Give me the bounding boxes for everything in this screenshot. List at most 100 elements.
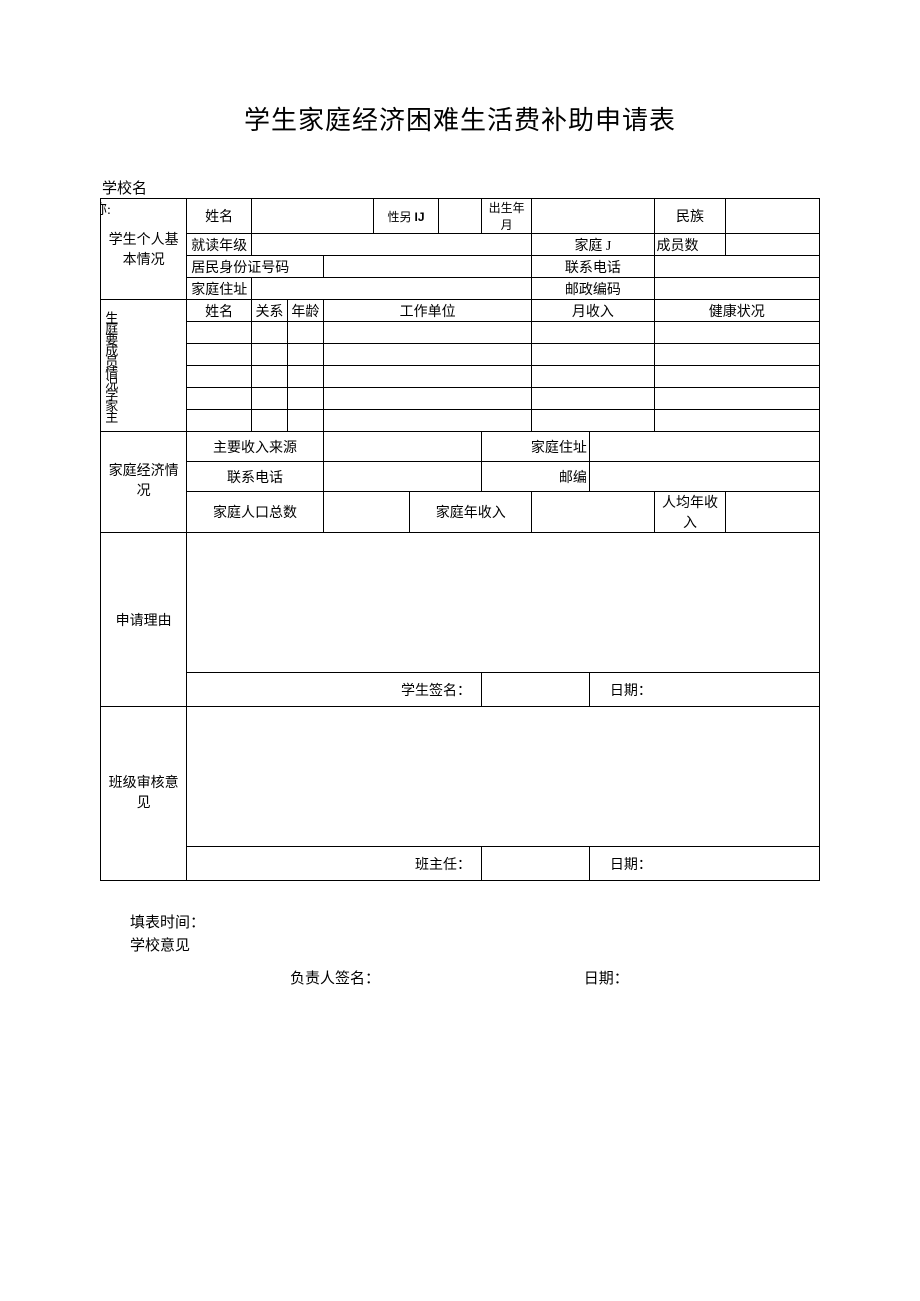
family-cell[interactable] bbox=[287, 366, 323, 388]
field-reason[interactable] bbox=[187, 533, 820, 673]
family-cell[interactable] bbox=[654, 322, 819, 344]
label-member-count: 成员数 bbox=[654, 234, 726, 256]
col-header-income: 月收入 bbox=[532, 300, 654, 322]
table-row: 生庭要成员情况学家主 姓名 关系 年龄 工作单位 月收入 健康状况 bbox=[101, 300, 820, 322]
field-postcode2[interactable] bbox=[589, 462, 819, 492]
section-header-reason: 申请理由 bbox=[101, 533, 187, 707]
label-total-pop: 家庭人口总数 bbox=[187, 492, 324, 533]
family-cell[interactable] bbox=[323, 322, 531, 344]
family-cell[interactable] bbox=[532, 322, 654, 344]
label-family-address: 家庭住址 bbox=[481, 432, 589, 462]
field-name[interactable] bbox=[251, 199, 373, 234]
family-cell[interactable] bbox=[187, 322, 252, 344]
family-cell[interactable] bbox=[287, 410, 323, 432]
family-cell[interactable] bbox=[532, 344, 654, 366]
label-contact-phone: 联系电话 bbox=[187, 462, 324, 492]
section-header-personal: 称: 学生个人基本情况 bbox=[101, 199, 187, 300]
section-header-review: 班级审核意见 bbox=[101, 707, 187, 881]
label-family-j: 家庭 J bbox=[532, 234, 654, 256]
field-gender[interactable] bbox=[438, 199, 481, 234]
field-teacher-signature[interactable] bbox=[481, 847, 589, 881]
school-name-label: 学校名 bbox=[100, 177, 820, 198]
label-school-opinion: 学校意见 bbox=[130, 934, 820, 955]
label-fill-time: 填表时间： bbox=[130, 911, 820, 932]
field-ethnic[interactable] bbox=[726, 199, 820, 234]
label-per-capita: 人均年收入 bbox=[654, 492, 726, 533]
label-ethnic: 民族 bbox=[654, 199, 726, 234]
col-header-relation: 关系 bbox=[251, 300, 287, 322]
table-row: 就读年级 家庭 J 成员数 bbox=[101, 234, 820, 256]
table-row bbox=[101, 366, 820, 388]
label-student-signature: 学生签名： bbox=[187, 673, 482, 707]
label-postcode: 邮政编码 bbox=[532, 278, 654, 300]
field-review[interactable] bbox=[187, 707, 820, 847]
col-header-age: 年龄 bbox=[287, 300, 323, 322]
family-cell[interactable] bbox=[187, 388, 252, 410]
family-cell[interactable] bbox=[323, 366, 531, 388]
table-row: 学生签名： 日期： bbox=[101, 673, 820, 707]
label-date2: 日期： bbox=[589, 847, 819, 881]
label-name: 姓名 bbox=[187, 199, 252, 234]
field-total-pop[interactable] bbox=[323, 492, 409, 533]
table-row: 班级审核意见 bbox=[101, 707, 820, 847]
application-form-table: 称: 学生个人基本情况 姓名 性另 IJ 出生年月 民族 就读年级 家庭 J 成… bbox=[100, 198, 820, 881]
family-cell[interactable] bbox=[532, 366, 654, 388]
family-cell[interactable] bbox=[654, 366, 819, 388]
form-footer: 填表时间： 学校意见 负责人签名： 日期： bbox=[100, 911, 820, 988]
family-cell[interactable] bbox=[287, 388, 323, 410]
label-birth: 出生年月 bbox=[481, 199, 531, 234]
table-row: 联系电话 邮编 bbox=[101, 462, 820, 492]
family-cell[interactable] bbox=[251, 322, 287, 344]
label-teacher-signature: 班主任： bbox=[187, 847, 482, 881]
field-phone[interactable] bbox=[654, 256, 819, 278]
family-cell[interactable] bbox=[187, 366, 252, 388]
label-footer-date: 日期： bbox=[584, 967, 629, 988]
family-cell[interactable] bbox=[251, 388, 287, 410]
table-row: 班主任： 日期： bbox=[101, 847, 820, 881]
col-header-name: 姓名 bbox=[187, 300, 252, 322]
label-grade: 就读年级 bbox=[187, 234, 252, 256]
table-row bbox=[101, 410, 820, 432]
family-cell[interactable] bbox=[323, 388, 531, 410]
family-cell[interactable] bbox=[532, 410, 654, 432]
field-birth[interactable] bbox=[532, 199, 654, 234]
table-row: 称: 学生个人基本情况 姓名 性另 IJ 出生年月 民族 bbox=[101, 199, 820, 234]
col-header-health: 健康状况 bbox=[654, 300, 819, 322]
field-postcode[interactable] bbox=[654, 278, 819, 300]
family-cell[interactable] bbox=[654, 410, 819, 432]
field-per-capita[interactable] bbox=[726, 492, 820, 533]
field-contact-phone[interactable] bbox=[323, 462, 481, 492]
field-grade[interactable] bbox=[251, 234, 531, 256]
family-cell[interactable] bbox=[187, 410, 252, 432]
family-cell[interactable] bbox=[323, 410, 531, 432]
label-address: 家庭住址 bbox=[187, 278, 252, 300]
family-cell[interactable] bbox=[532, 388, 654, 410]
label-annual-income: 家庭年收入 bbox=[410, 492, 532, 533]
family-cell[interactable] bbox=[287, 344, 323, 366]
family-cell[interactable] bbox=[187, 344, 252, 366]
family-cell[interactable] bbox=[287, 322, 323, 344]
field-income-source[interactable] bbox=[323, 432, 481, 462]
family-cell[interactable] bbox=[251, 344, 287, 366]
table-row: 家庭人口总数 家庭年收入 人均年收入 bbox=[101, 492, 820, 533]
field-annual-income[interactable] bbox=[532, 492, 654, 533]
table-row: 居民身份证号码 联系电话 bbox=[101, 256, 820, 278]
field-member-count[interactable] bbox=[726, 234, 820, 256]
family-cell[interactable] bbox=[654, 344, 819, 366]
form-title: 学生家庭经济困难生活费补助申请表 bbox=[100, 100, 820, 137]
table-row bbox=[101, 344, 820, 366]
field-address[interactable] bbox=[251, 278, 531, 300]
family-cell[interactable] bbox=[654, 388, 819, 410]
label-signer: 负责人签名： bbox=[290, 967, 380, 988]
label-date1: 日期： bbox=[589, 673, 819, 707]
family-cell[interactable] bbox=[251, 366, 287, 388]
col-header-workplace: 工作单位 bbox=[323, 300, 531, 322]
field-student-signature[interactable] bbox=[481, 673, 589, 707]
section-header-family-members: 生庭要成员情况学家主 bbox=[101, 300, 187, 432]
field-family-address[interactable] bbox=[589, 432, 819, 462]
field-id-number[interactable] bbox=[323, 256, 531, 278]
family-cell[interactable] bbox=[251, 410, 287, 432]
label-phone: 联系电话 bbox=[532, 256, 654, 278]
family-cell[interactable] bbox=[323, 344, 531, 366]
label-id-number: 居民身份证号码 bbox=[187, 256, 324, 278]
